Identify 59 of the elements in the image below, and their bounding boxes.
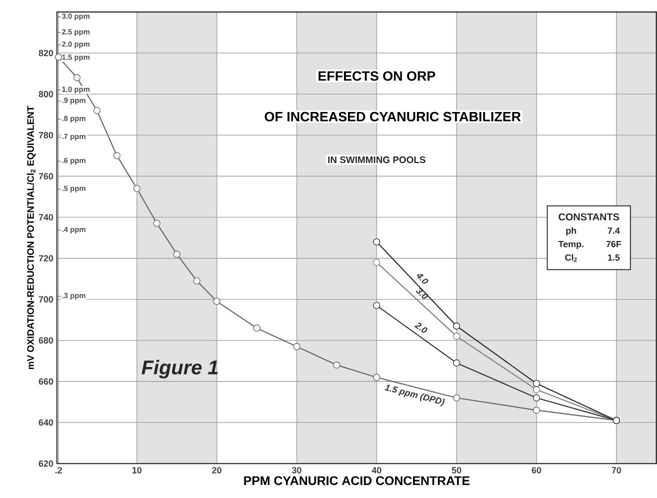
annotation: 1.5: [608, 254, 620, 261]
text: 4.0: [416, 274, 428, 284]
y-tick-label: 640: [38, 420, 54, 426]
point: [153, 220, 160, 228]
point: [173, 250, 180, 258]
point: [453, 360, 460, 367]
x-tick-label: 60: [532, 467, 542, 474]
y-tick-label: 800: [38, 91, 54, 98]
point: [453, 322, 460, 330]
point: [373, 374, 380, 382]
annotation: 7.4: [608, 228, 620, 234]
y-tick-label: 700: [38, 296, 54, 303]
y-tick-label: 660: [38, 378, 54, 385]
x-tick-label: 70: [612, 467, 622, 474]
point: [113, 152, 120, 160]
x-tick-label: 50: [452, 467, 462, 474]
text: EFFECTS ON ORP: [318, 72, 436, 82]
x-tick-label: .2: [55, 467, 62, 474]
point: [55, 54, 62, 61]
point: [532, 394, 540, 402]
point: [193, 278, 200, 285]
point: [532, 380, 540, 388]
point: [133, 185, 140, 192]
point: [532, 406, 540, 414]
y-tick-label: 740: [38, 214, 54, 221]
point: [453, 394, 460, 402]
y-tick-label: 780: [38, 132, 54, 139]
annotation: ph: [566, 227, 576, 236]
x-tick-label: 20: [212, 467, 222, 474]
point: [73, 74, 80, 82]
x-tick-label: 10: [132, 467, 142, 474]
annotation: IN SWIMMING POOLS: [328, 156, 426, 164]
annotation: Cl$_{2}$: [565, 254, 577, 262]
point: [93, 107, 100, 114]
y-tick-label: 760: [38, 173, 54, 180]
point: [373, 259, 380, 266]
annotation: Temp.: [558, 241, 584, 250]
y-axis-title: mV OXIDATION-REDUCTION POTENTIAL/Cl$_{2}$ EQUIVALENT: [26, 106, 36, 370]
x-axis-title: PPM CYANURIC ACID CONCENTRATE: [244, 476, 470, 486]
point: [213, 298, 220, 306]
annotation: Figure 1: [142, 360, 218, 379]
point: [532, 386, 540, 394]
annotation: CONSTANTS: [558, 214, 620, 221]
text: 2.0: [414, 322, 428, 333]
point: [453, 332, 460, 340]
point: [373, 238, 380, 246]
point: [373, 302, 380, 310]
text: 1.5 ppm (DPD): [384, 384, 445, 407]
y-tick-label: 820: [38, 50, 54, 56]
x-tick-label: 40: [372, 467, 382, 474]
annotation: 76F: [606, 241, 622, 248]
y-tick-label: 680: [38, 337, 54, 344]
text: OF INCREASED CYANURIC STABILIZER: [264, 112, 521, 122]
point: [293, 343, 300, 350]
y-tick-label: 720: [38, 255, 54, 262]
y-tick-label: 620: [38, 460, 54, 467]
point: [253, 324, 260, 332]
x-tick-label: 30: [292, 467, 302, 474]
point: [333, 362, 340, 369]
